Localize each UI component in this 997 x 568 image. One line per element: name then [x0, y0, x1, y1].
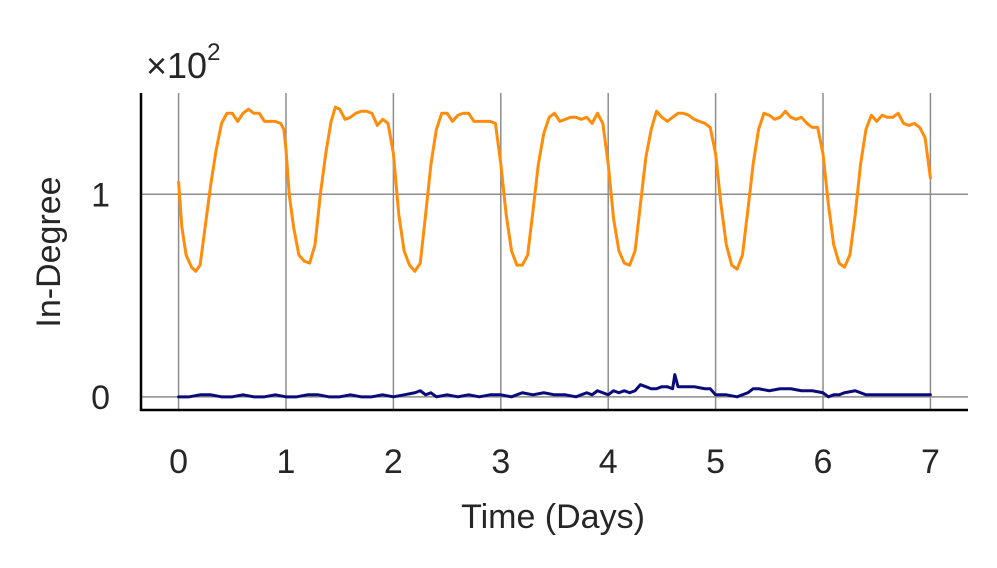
- series-layer: [177, 105, 932, 399]
- x-tick-label: 7: [921, 443, 940, 481]
- axes: [139, 93, 968, 412]
- x-tick-label: 5: [706, 443, 725, 481]
- y-tick-labels: 01: [91, 176, 110, 417]
- series-line-2: [177, 373, 932, 399]
- x-tick-labels: 0 1 2 3 4 5 6 7: [169, 443, 940, 481]
- series-line-1: [177, 105, 932, 273]
- y-tick-label: 1: [91, 176, 110, 214]
- x-axis-label: Time (Days): [461, 498, 645, 536]
- x-tick-label: 3: [491, 443, 510, 481]
- x-tick-label: 1: [277, 443, 296, 481]
- x-tick-label: 0: [169, 443, 188, 481]
- x-tick-label: 6: [814, 443, 833, 481]
- y-multiplier: ×102: [146, 39, 220, 86]
- x-tick-label: 2: [384, 443, 403, 481]
- x-tick-label: 4: [599, 443, 618, 481]
- y-multiplier-exponent: 2: [207, 39, 220, 66]
- grid-lines: [141, 93, 968, 410]
- y-axis-label: In-Degree: [30, 176, 68, 327]
- y-tick-label: 0: [91, 379, 110, 417]
- y-multiplier-base: ×10: [146, 45, 207, 86]
